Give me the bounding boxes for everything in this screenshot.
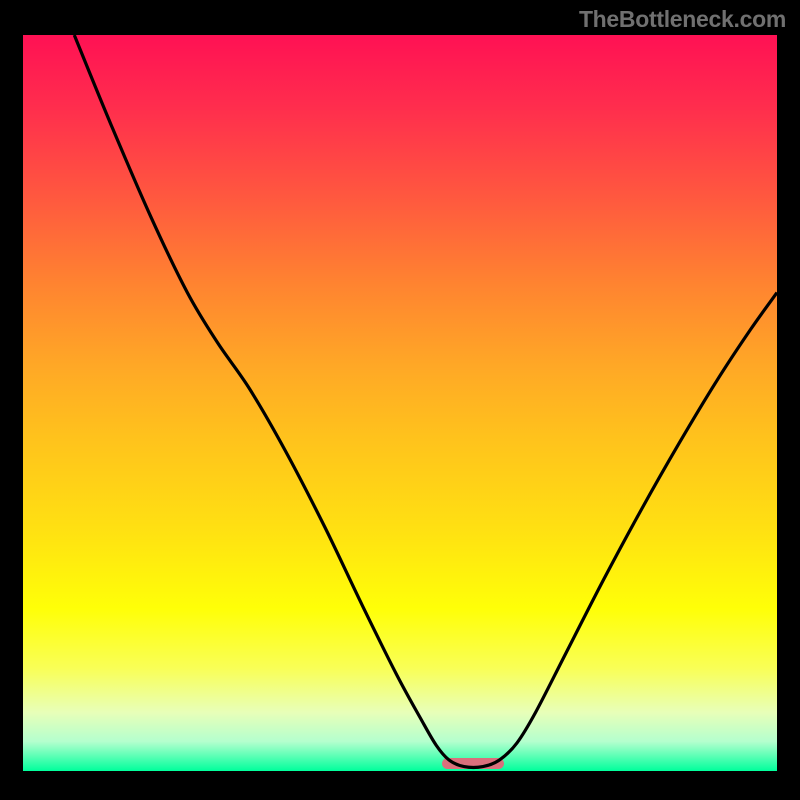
bottleneck-curve — [23, 35, 777, 771]
curve-path — [74, 35, 777, 767]
watermark-text: TheBottleneck.com — [579, 6, 786, 33]
bottleneck-chart — [23, 35, 777, 771]
